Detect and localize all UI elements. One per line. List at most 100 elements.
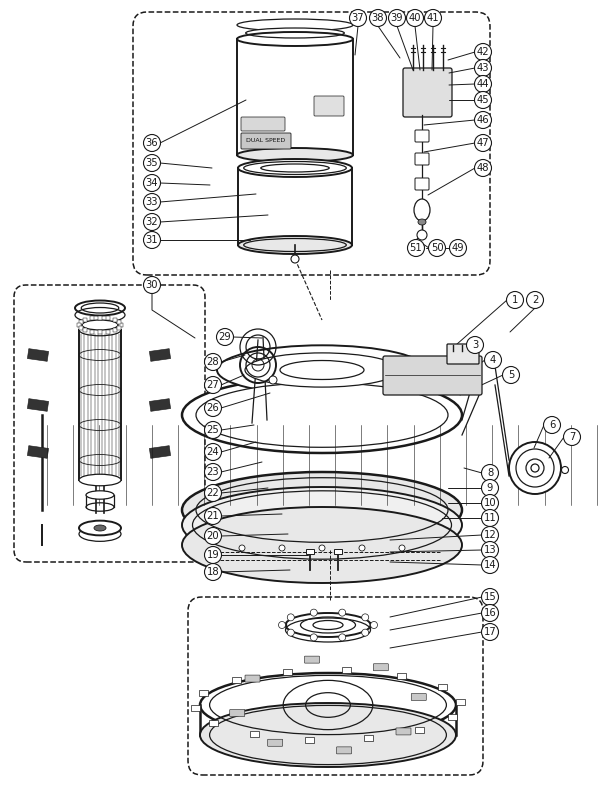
Circle shape	[475, 43, 491, 61]
Bar	[83, 328, 87, 332]
Text: 23: 23	[206, 467, 220, 477]
Bar	[149, 349, 170, 362]
Ellipse shape	[237, 19, 353, 31]
FancyBboxPatch shape	[447, 344, 479, 364]
Circle shape	[371, 622, 377, 629]
Circle shape	[205, 484, 221, 501]
Ellipse shape	[238, 159, 352, 177]
Text: 14: 14	[484, 560, 496, 570]
Bar	[28, 446, 49, 458]
Bar	[106, 329, 110, 333]
Text: 19: 19	[206, 550, 220, 560]
Circle shape	[239, 545, 245, 551]
Circle shape	[143, 155, 161, 171]
FancyBboxPatch shape	[314, 96, 344, 116]
Bar	[334, 549, 342, 554]
Bar	[149, 399, 170, 411]
Text: 1: 1	[512, 295, 518, 305]
FancyBboxPatch shape	[304, 656, 319, 663]
Text: 17: 17	[484, 627, 496, 637]
Text: 15: 15	[484, 592, 496, 602]
Ellipse shape	[414, 199, 430, 221]
Circle shape	[482, 589, 499, 605]
Circle shape	[310, 634, 317, 641]
Circle shape	[562, 467, 569, 473]
Text: 45: 45	[476, 95, 490, 105]
Bar	[118, 325, 121, 329]
Circle shape	[428, 240, 445, 256]
Text: 32: 32	[146, 217, 158, 227]
Text: 51: 51	[410, 243, 422, 253]
Bar	[199, 689, 208, 696]
Circle shape	[407, 240, 425, 256]
Bar	[98, 316, 102, 320]
Circle shape	[475, 60, 491, 76]
Ellipse shape	[286, 613, 371, 637]
Bar	[341, 667, 350, 674]
Circle shape	[544, 417, 560, 434]
Text: 48: 48	[477, 163, 489, 173]
Ellipse shape	[526, 459, 544, 477]
Bar	[448, 714, 457, 721]
Circle shape	[205, 508, 221, 524]
Bar	[106, 317, 110, 321]
Ellipse shape	[238, 236, 352, 254]
Circle shape	[449, 240, 467, 256]
Circle shape	[269, 376, 277, 384]
FancyBboxPatch shape	[337, 747, 352, 754]
Ellipse shape	[245, 353, 399, 387]
Ellipse shape	[196, 383, 448, 447]
Text: 47: 47	[476, 138, 490, 148]
Circle shape	[319, 545, 325, 551]
Circle shape	[475, 75, 491, 93]
FancyBboxPatch shape	[411, 693, 426, 700]
Circle shape	[475, 160, 491, 177]
FancyBboxPatch shape	[403, 68, 452, 117]
Text: 21: 21	[206, 511, 220, 521]
Circle shape	[482, 527, 499, 543]
Circle shape	[482, 542, 499, 559]
Circle shape	[482, 623, 499, 641]
Circle shape	[370, 9, 386, 27]
Circle shape	[287, 629, 294, 636]
Circle shape	[407, 9, 424, 27]
Bar	[149, 446, 170, 458]
Text: 10: 10	[484, 498, 496, 508]
Text: 50: 50	[431, 243, 443, 253]
Ellipse shape	[79, 520, 121, 535]
Bar	[113, 318, 117, 322]
FancyBboxPatch shape	[373, 663, 388, 670]
FancyBboxPatch shape	[268, 740, 283, 746]
Circle shape	[143, 277, 161, 293]
Ellipse shape	[182, 507, 462, 583]
FancyBboxPatch shape	[415, 178, 429, 190]
Circle shape	[482, 465, 499, 482]
Ellipse shape	[86, 490, 114, 499]
Circle shape	[482, 479, 499, 497]
Circle shape	[503, 366, 520, 384]
Text: 33: 33	[146, 197, 158, 207]
Circle shape	[205, 421, 221, 439]
Bar	[28, 349, 49, 362]
Text: 40: 40	[409, 13, 421, 23]
Circle shape	[475, 112, 491, 128]
Circle shape	[506, 292, 523, 308]
Text: 12: 12	[484, 530, 496, 540]
Bar	[250, 731, 259, 737]
Bar	[232, 677, 241, 683]
FancyBboxPatch shape	[396, 728, 411, 735]
FancyBboxPatch shape	[241, 133, 291, 149]
Circle shape	[389, 9, 406, 27]
Text: 7: 7	[569, 432, 575, 442]
Bar	[119, 323, 123, 327]
Circle shape	[563, 428, 581, 446]
Bar	[438, 684, 447, 690]
Bar	[77, 323, 81, 327]
Text: 35: 35	[146, 158, 158, 168]
Text: 41: 41	[427, 13, 439, 23]
Text: 34: 34	[146, 178, 158, 188]
Bar	[98, 330, 102, 334]
Circle shape	[482, 556, 499, 574]
Ellipse shape	[182, 377, 462, 453]
Text: 42: 42	[476, 47, 490, 57]
